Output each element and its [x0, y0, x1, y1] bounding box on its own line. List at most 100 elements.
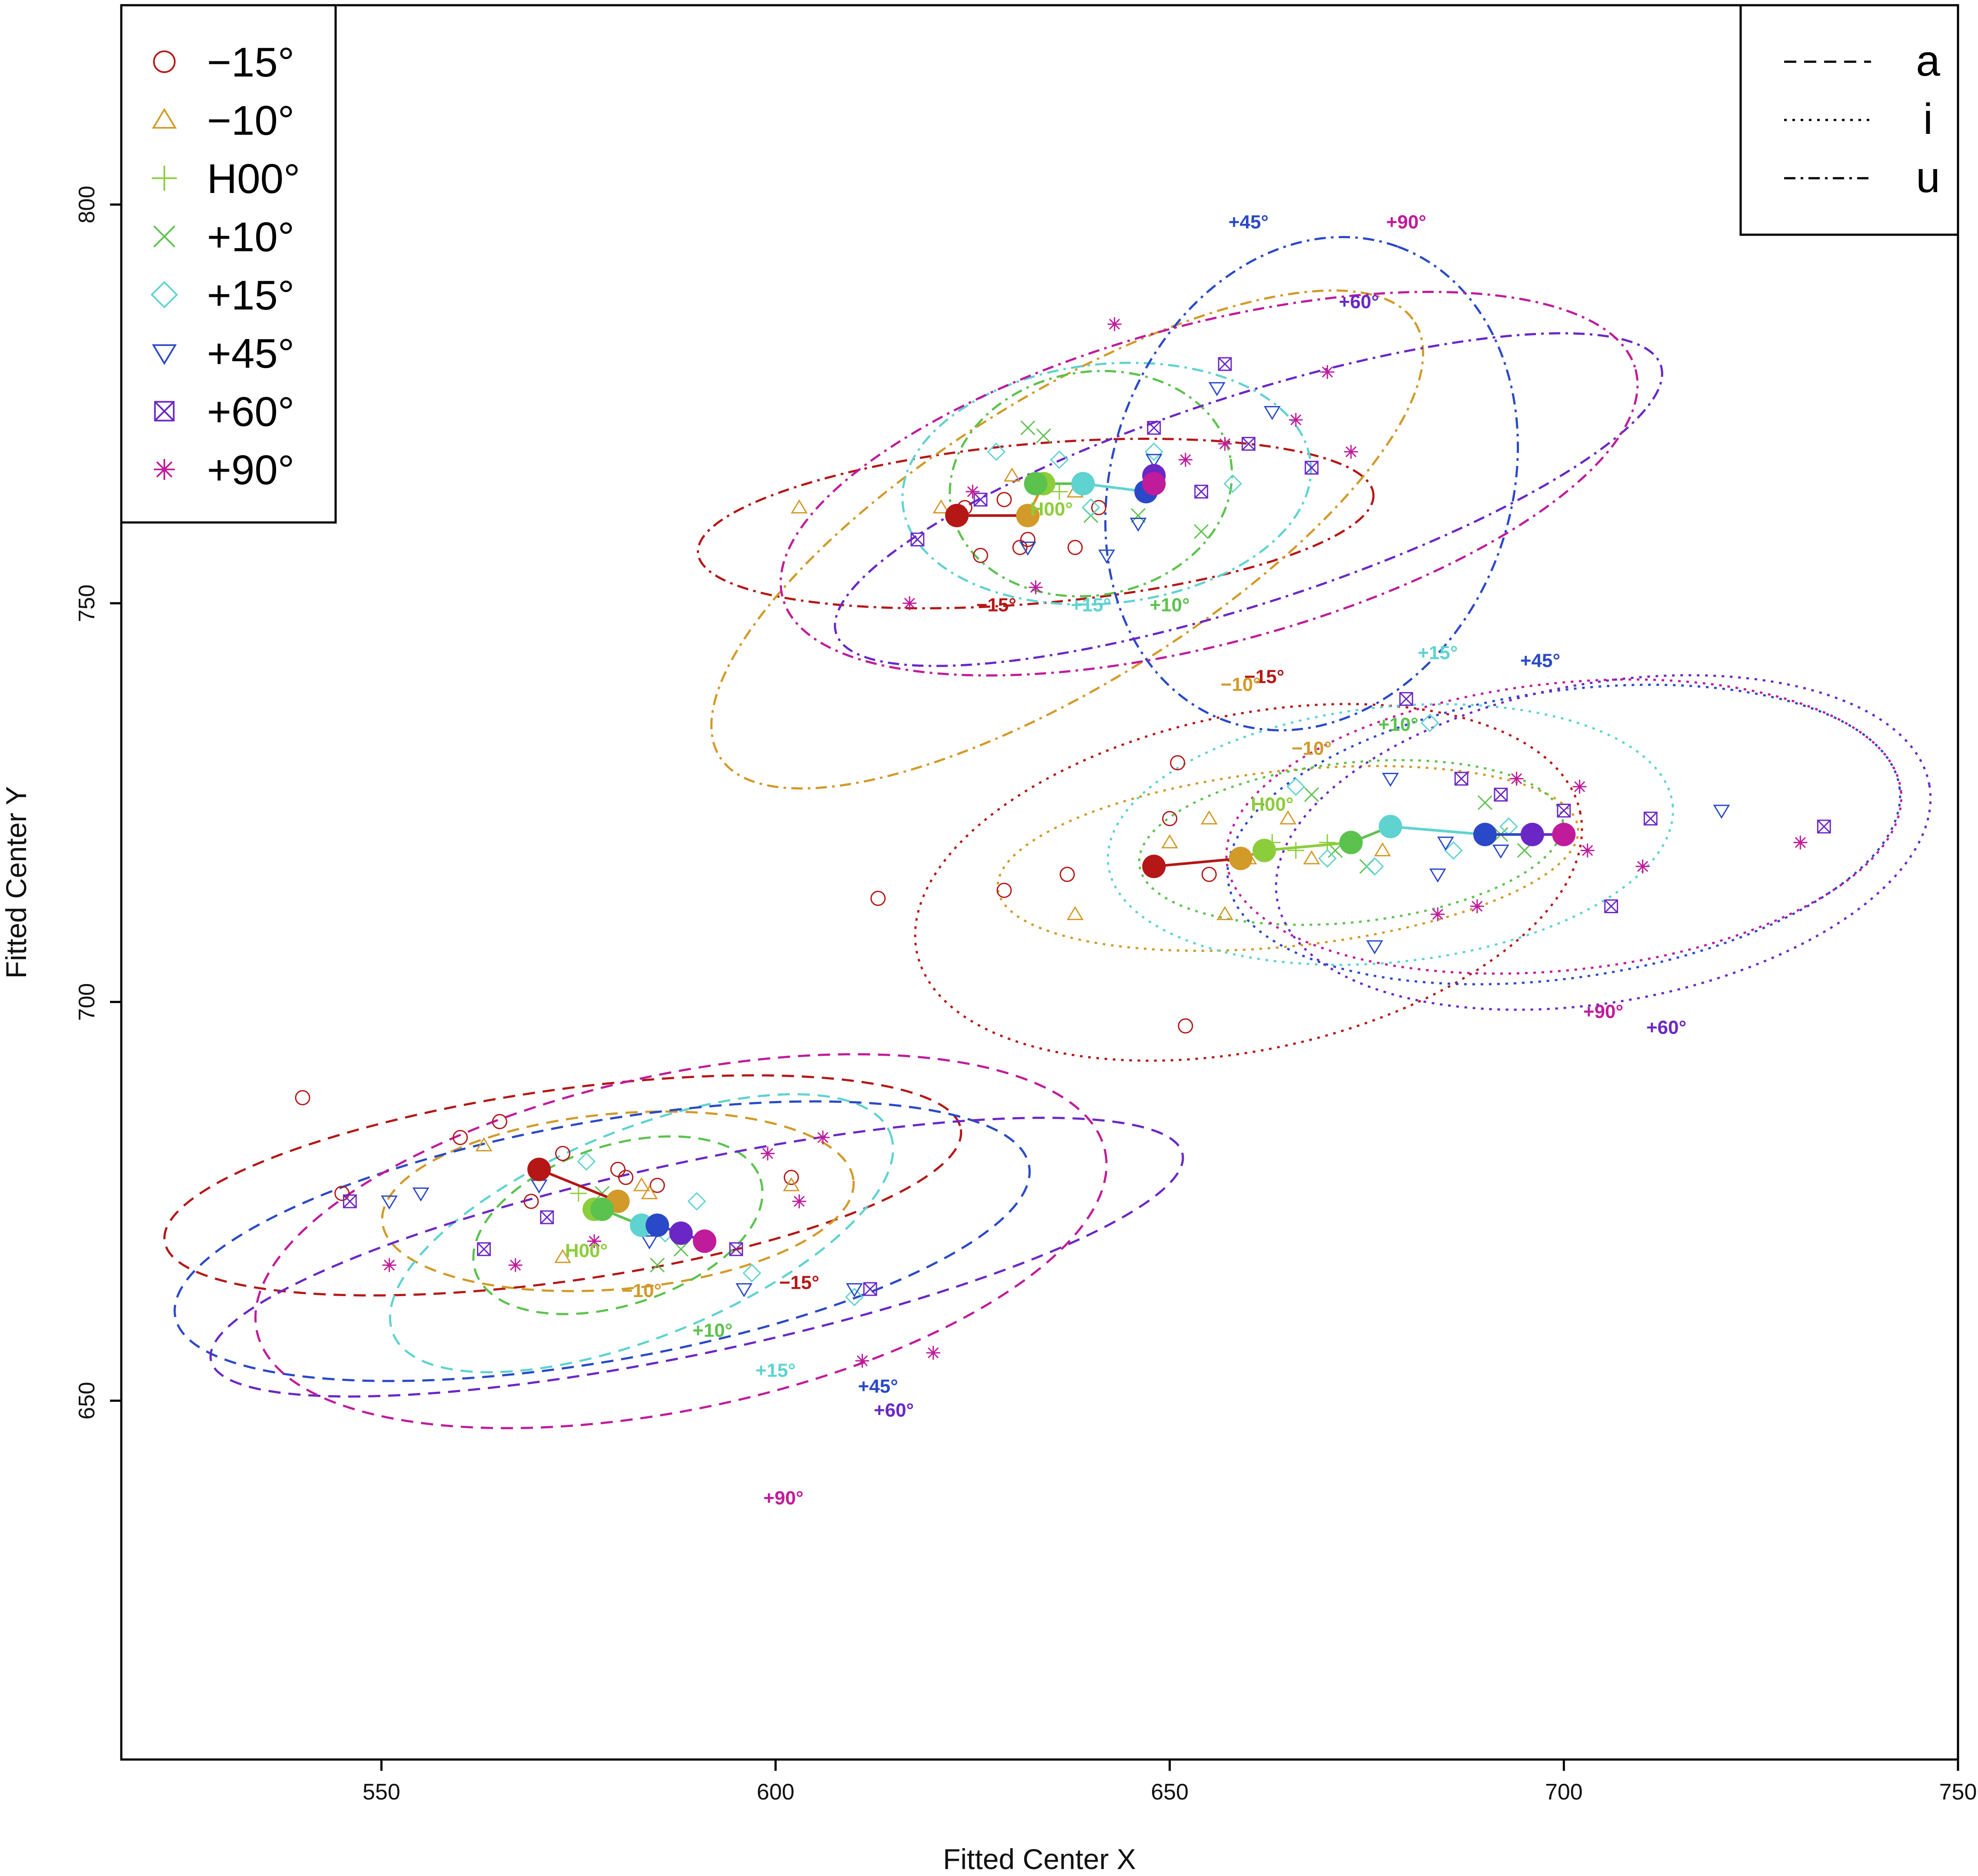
legend-angles-box: [120, 4, 337, 524]
raw-points-layer: [295, 317, 1831, 1368]
raw-point-minus15-20: [1201, 867, 1217, 882]
ellipse-a-plus60: [209, 1117, 1184, 1398]
raw-point-plus45-11: [1263, 406, 1281, 420]
center-point-i-plus45: [1473, 822, 1497, 846]
raw-point-plus60-3-x: [729, 1242, 743, 1256]
raw-point-plus15-11-shape: [1318, 849, 1337, 868]
raw-point-plus45-2: [530, 1179, 548, 1194]
raw-point-plus60-7-shape: [1147, 421, 1161, 435]
raw-point-plus90-6-shape: [855, 1354, 869, 1368]
legend-label-plus45: +45°: [207, 330, 294, 377]
raw-point-minus15-18: [1162, 811, 1178, 826]
center-point-a-minus15: [527, 1158, 551, 1181]
raw-point-minus10-11: [1216, 906, 1234, 920]
raw-point-plus45-13-shape: [1382, 773, 1399, 787]
raw-point-plus90-11: [1107, 317, 1122, 331]
x-tick-label-750: 750: [1939, 1780, 1977, 1805]
raw-point-minus15-0: [295, 1090, 310, 1105]
raw-point-plus45-1: [412, 1187, 430, 1202]
raw-point-plus45-7-shape: [1098, 549, 1116, 564]
raw-point-plus60-16-shape: [1604, 899, 1618, 913]
ellipse-label-a-plus60: +60°: [874, 1400, 914, 1421]
center-point-i-plus90: [1552, 822, 1576, 846]
raw-point-plus15-4-shape: [845, 1287, 864, 1307]
legend-marker-plus90-shape: [154, 459, 175, 480]
raw-point-minus15-9: [783, 1170, 799, 1185]
legend-vowel-label-a: a: [1916, 37, 1940, 85]
raw-point-h00-3: [1051, 483, 1068, 500]
raw-point-minus15-8-shape: [649, 1177, 665, 1193]
raw-point-minus15-12: [973, 548, 989, 563]
raw-point-plus45-11-shape: [1263, 406, 1281, 420]
ellipse-label-a-plus45: +45°: [858, 1376, 898, 1397]
raw-point-minus15-16-shape: [1067, 539, 1083, 555]
raw-point-plus15-8-shape: [1145, 442, 1163, 461]
center-path-i-2: [1264, 841, 1352, 852]
raw-point-plus15-10: [1286, 777, 1305, 796]
raw-point-plus45-9-shape: [1145, 454, 1162, 468]
raw-point-minus10-9: [1161, 834, 1179, 848]
raw-point-minus15-22-shape: [1059, 867, 1075, 882]
y-tick-label-700: 700: [74, 983, 100, 1021]
raw-point-minus10-6-shape: [932, 499, 950, 514]
raw-point-plus90-10: [1029, 580, 1043, 595]
raw-point-plus45-13: [1382, 773, 1399, 787]
raw-point-plus60-1-x: [477, 1242, 491, 1256]
x-tick-label-650: 650: [1151, 1780, 1189, 1805]
raw-point-plus15-13-shape: [1420, 713, 1439, 732]
raw-point-minus15-20-shape: [1201, 867, 1217, 882]
raw-point-minus10-0-shape: [475, 1137, 493, 1151]
raw-point-minus15-5-shape: [555, 1146, 570, 1161]
raw-point-plus45-4-shape: [736, 1283, 753, 1297]
raw-point-minus10-13: [1279, 810, 1297, 825]
center-point-a-plus60: [669, 1221, 693, 1245]
raw-point-plus60-5-shape: [910, 532, 925, 547]
center-point-u-plus10: [1024, 472, 1048, 496]
raw-point-plus60-10-shape: [1242, 437, 1255, 451]
raw-point-minus15-3: [492, 1114, 507, 1129]
raw-point-plus90-5: [816, 1131, 830, 1145]
raw-point-plus45-4: [736, 1283, 753, 1297]
ellipse-label-i-plus10: +10°: [1378, 714, 1418, 735]
raw-point-minus10-15-shape: [1374, 842, 1391, 857]
raw-point-plus60-9-shape: [1218, 357, 1232, 371]
raw-point-plus60-15-x: [1557, 804, 1571, 818]
raw-point-plus90-21-shape: [1580, 843, 1595, 858]
ellipse-label-i-minus10: −10°: [1292, 738, 1332, 759]
raw-point-plus10-6-shape: [1131, 508, 1146, 523]
raw-point-plus90-9: [966, 485, 980, 499]
y-tick-label-800: 800: [74, 186, 100, 223]
raw-point-plus45-14-shape: [1429, 868, 1446, 883]
raw-point-minus15-16: [1067, 539, 1083, 555]
raw-point-minus15-8: [649, 1177, 665, 1193]
raw-point-plus15-12: [1365, 857, 1384, 876]
center-path-i-4: [1390, 825, 1485, 836]
raw-point-plus90-7: [926, 1346, 940, 1360]
ellipse-label-a-plus15: +15°: [756, 1360, 796, 1381]
raw-point-plus15-4: [845, 1287, 864, 1307]
raw-point-plus90-9-shape: [966, 485, 980, 499]
raw-point-minus15-6: [610, 1161, 626, 1177]
raw-point-minus10-10-shape: [1200, 810, 1218, 825]
raw-point-minus10-10: [1200, 810, 1218, 825]
raw-point-minus10-1: [554, 1249, 571, 1263]
raw-point-plus45-6: [1019, 541, 1036, 556]
raw-point-plus60-12-x: [1399, 692, 1413, 706]
raw-point-plus60-17: [1643, 812, 1658, 826]
raw-point-plus90-23: [1793, 835, 1808, 850]
raw-point-plus45-12-shape: [1366, 940, 1383, 955]
center-point-a-plus90: [693, 1229, 716, 1253]
ellipse-a-plus15: [389, 1093, 894, 1374]
raw-point-plus45-7: [1098, 549, 1116, 564]
legend-marker-minus10: [152, 108, 177, 129]
raw-point-plus45-14: [1429, 868, 1446, 883]
raw-point-minus15-2-shape: [453, 1130, 468, 1145]
raw-point-plus45-10-shape: [1209, 382, 1225, 396]
raw-point-plus60-15: [1557, 803, 1571, 818]
raw-point-minus15-22: [1059, 867, 1075, 882]
ellipse-label-a-plus10: +10°: [693, 1320, 733, 1341]
raw-point-plus60-0: [343, 1194, 357, 1208]
center-point-i-plus10: [1339, 831, 1363, 855]
raw-point-plus45-2-shape: [530, 1179, 548, 1194]
raw-point-minus15-14: [1012, 539, 1028, 555]
